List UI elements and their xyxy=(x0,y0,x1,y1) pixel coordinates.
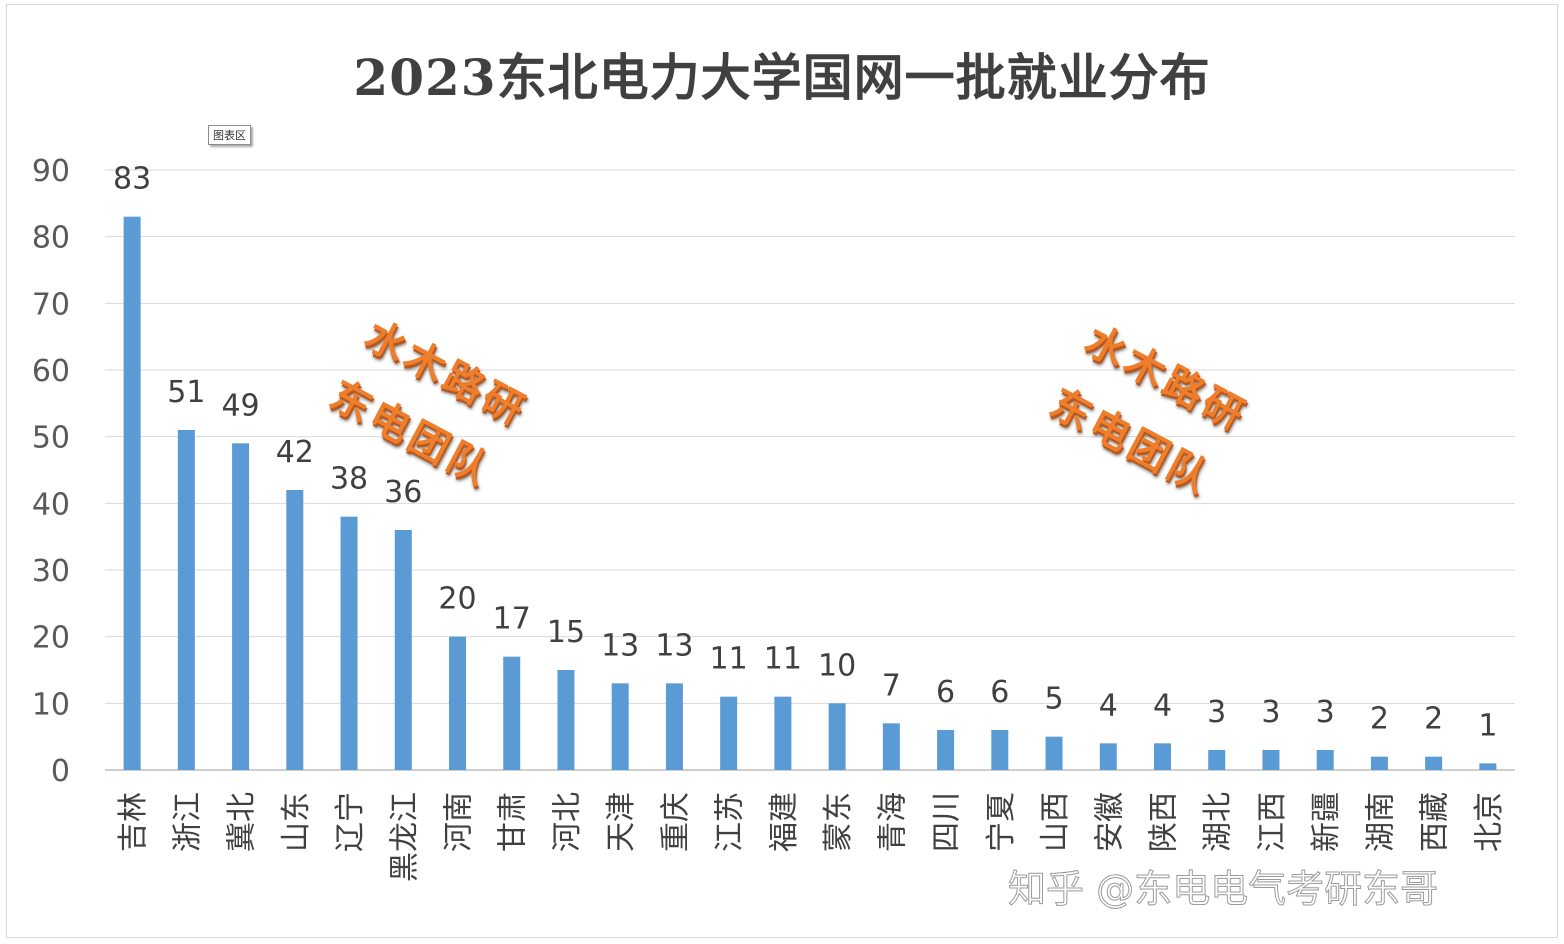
x-tick-label: 重庆 xyxy=(658,792,693,852)
x-tick-label: 浙江 xyxy=(170,792,205,852)
y-tick-label: 10 xyxy=(32,687,70,722)
x-tick-label: 山西 xyxy=(1038,792,1073,852)
gridlines xyxy=(105,169,1515,771)
data-label: 6 xyxy=(990,675,1009,710)
data-label: 36 xyxy=(384,475,422,510)
bar xyxy=(828,703,846,770)
data-label: 20 xyxy=(438,582,476,617)
bar xyxy=(503,656,521,770)
x-tick-label: 吉林 xyxy=(116,792,151,852)
bar xyxy=(123,216,141,770)
data-label: 6 xyxy=(936,675,955,710)
bars xyxy=(123,216,1497,770)
y-tick-label: 60 xyxy=(32,354,70,389)
data-label: 17 xyxy=(493,602,531,637)
data-label: 3 xyxy=(1207,695,1226,730)
data-label: 83 xyxy=(113,162,151,197)
x-tick-label: 湖南 xyxy=(1363,792,1398,852)
x-tick-label: 西藏 xyxy=(1418,792,1453,852)
x-tick-label: 宁夏 xyxy=(984,792,1019,852)
data-label: 38 xyxy=(330,462,368,497)
x-tick-label: 河南 xyxy=(442,792,477,852)
y-tick-label: 40 xyxy=(32,487,70,522)
data-label: 3 xyxy=(1261,695,1280,730)
data-label: 13 xyxy=(655,628,693,663)
x-tick-label: 河北 xyxy=(550,792,585,852)
x-tick-label: 青海 xyxy=(875,792,910,852)
data-label: 10 xyxy=(818,648,856,683)
data-label: 5 xyxy=(1044,682,1063,717)
bar xyxy=(611,683,629,770)
bar xyxy=(394,530,412,770)
bar xyxy=(882,723,900,770)
data-label: 2 xyxy=(1424,702,1443,737)
bar xyxy=(1208,750,1226,770)
bar xyxy=(774,696,792,770)
y-tick-label: 70 xyxy=(32,287,70,322)
y-tick-label: 50 xyxy=(32,421,70,456)
x-tick-label: 福建 xyxy=(767,792,802,852)
data-label: 2 xyxy=(1370,702,1389,737)
bar xyxy=(720,696,738,770)
bar xyxy=(449,636,466,770)
data-label: 11 xyxy=(710,642,748,677)
bar xyxy=(991,730,1009,770)
y-tick-label: 90 xyxy=(32,154,70,189)
bar xyxy=(665,683,683,770)
bar xyxy=(1370,756,1388,770)
chart-frame xyxy=(6,4,1558,938)
bar xyxy=(1479,763,1497,770)
bar xyxy=(177,430,195,770)
x-tick-label: 天津 xyxy=(604,792,639,852)
bar xyxy=(557,670,575,770)
bar xyxy=(1425,756,1443,770)
x-tick-label: 湖北 xyxy=(1201,792,1236,852)
y-tick-label: 80 xyxy=(32,221,70,256)
bar xyxy=(1262,750,1280,770)
x-tick-label: 冀北 xyxy=(225,792,260,852)
x-tick-label: 江西 xyxy=(1255,792,1290,852)
data-label: 4 xyxy=(1099,688,1118,723)
y-tick-label: 30 xyxy=(32,554,70,589)
data-label: 51 xyxy=(167,375,205,410)
y-axis: 0 10 20 30 40 50 60 70 80 90 xyxy=(32,154,70,789)
x-tick-label: 黑龙江 xyxy=(387,792,422,882)
y-tick-label: 0 xyxy=(51,754,70,789)
x-tick-label: 辽宁 xyxy=(333,792,368,852)
data-label: 3 xyxy=(1316,695,1335,730)
x-tick-label: 四川 xyxy=(930,792,965,852)
bar xyxy=(232,443,250,770)
x-tick-label: 江苏 xyxy=(713,792,748,852)
data-label: 7 xyxy=(882,668,901,703)
x-tick-label: 新疆 xyxy=(1309,792,1344,852)
bar xyxy=(340,516,358,770)
data-label: 1 xyxy=(1478,708,1497,743)
bar xyxy=(1154,743,1171,770)
bar xyxy=(286,490,304,770)
x-axis: 吉林 浙江 冀北 山东 辽宁 黑龙江 河南 甘肃 河北 天津 重庆 江苏 福建 蒙东 青海 四川 宁夏 山西 安徽陕… xyxy=(116,792,1507,882)
chart-title: 2023东北电力大学国网一批就业分布 xyxy=(353,48,1211,107)
x-tick-label: 甘肃 xyxy=(496,792,531,852)
data-label: 49 xyxy=(221,388,259,423)
x-tick-label: 北京 xyxy=(1472,792,1507,852)
bar xyxy=(1045,736,1063,770)
x-tick-label: 陕西 xyxy=(1147,792,1182,852)
data-label: 4 xyxy=(1153,688,1172,723)
data-label: 11 xyxy=(764,642,802,677)
data-label: 42 xyxy=(276,435,314,470)
x-tick-label: 山东 xyxy=(279,792,314,852)
x-tick-label: 安徽 xyxy=(1092,792,1127,852)
x-tick-label: 蒙东 xyxy=(821,792,856,852)
chart-area-tag: 图表区 xyxy=(208,125,251,145)
y-tick-label: 20 xyxy=(32,621,70,656)
zhihu-credit: 知乎 @东电电气考研东哥 xyxy=(1007,867,1439,912)
bar xyxy=(937,730,955,770)
data-label: 13 xyxy=(601,628,639,663)
data-label: 15 xyxy=(547,615,585,650)
bar xyxy=(1099,743,1117,770)
bar xyxy=(1316,750,1334,770)
